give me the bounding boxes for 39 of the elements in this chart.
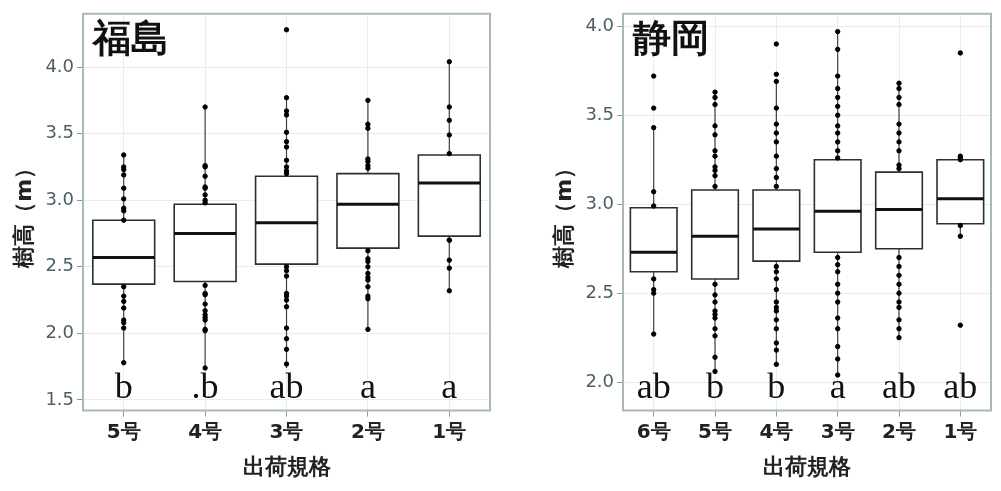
x-tick-label: 2号 [350, 418, 385, 443]
chart-title: 福島 [91, 15, 170, 60]
x-tick-label: 3号 [269, 418, 304, 443]
y-tick-label: 2.0 [45, 321, 75, 343]
x-tick-label: 4号 [188, 418, 223, 443]
x-tick-label: 4号 [759, 418, 794, 443]
y-tick-label: 2.5 [585, 280, 615, 302]
x-tick-label: 1号 [432, 418, 467, 443]
y-tick-label: 1.5 [45, 387, 75, 409]
chart-title: 静岡 [632, 15, 710, 60]
y-tick-label: 2.0 [585, 369, 615, 391]
y-tick-label: 4.0 [585, 13, 615, 35]
annotation: a [829, 366, 846, 407]
annotation: ab [943, 366, 978, 407]
y-tick-label: 3.5 [45, 121, 75, 143]
y-axis-title: 樹高（m） [10, 156, 36, 269]
y-tick-label: 3.5 [585, 102, 615, 124]
x-tick-label: 5号 [106, 418, 141, 443]
x-tick-label: 1号 [943, 418, 978, 443]
annotation: a [359, 366, 376, 407]
annotation: ab [269, 366, 304, 407]
x-tick-label: 3号 [820, 418, 855, 443]
x-tick-label: 2号 [882, 418, 916, 443]
y-tick-label: 3.0 [585, 191, 615, 213]
y-tick-label: 4.0 [45, 54, 75, 76]
annotation: ab [636, 366, 671, 407]
x-axis-title: 出荷規格 [242, 453, 332, 479]
y-axis-title: 樹高（m） [550, 156, 576, 269]
annotation: a [441, 366, 458, 407]
y-tick-label: 3.0 [45, 187, 75, 209]
x-tick-label: 5号 [698, 418, 732, 443]
annotation: ab [882, 366, 916, 407]
x-tick-label: 6号 [636, 418, 671, 443]
annotation: .b [191, 366, 219, 407]
x-axis-title: 出荷規格 [763, 453, 853, 479]
annotation: b [706, 366, 725, 407]
annotation: b [767, 366, 786, 407]
annotation: b [114, 366, 133, 407]
y-tick-label: 2.5 [45, 254, 75, 276]
